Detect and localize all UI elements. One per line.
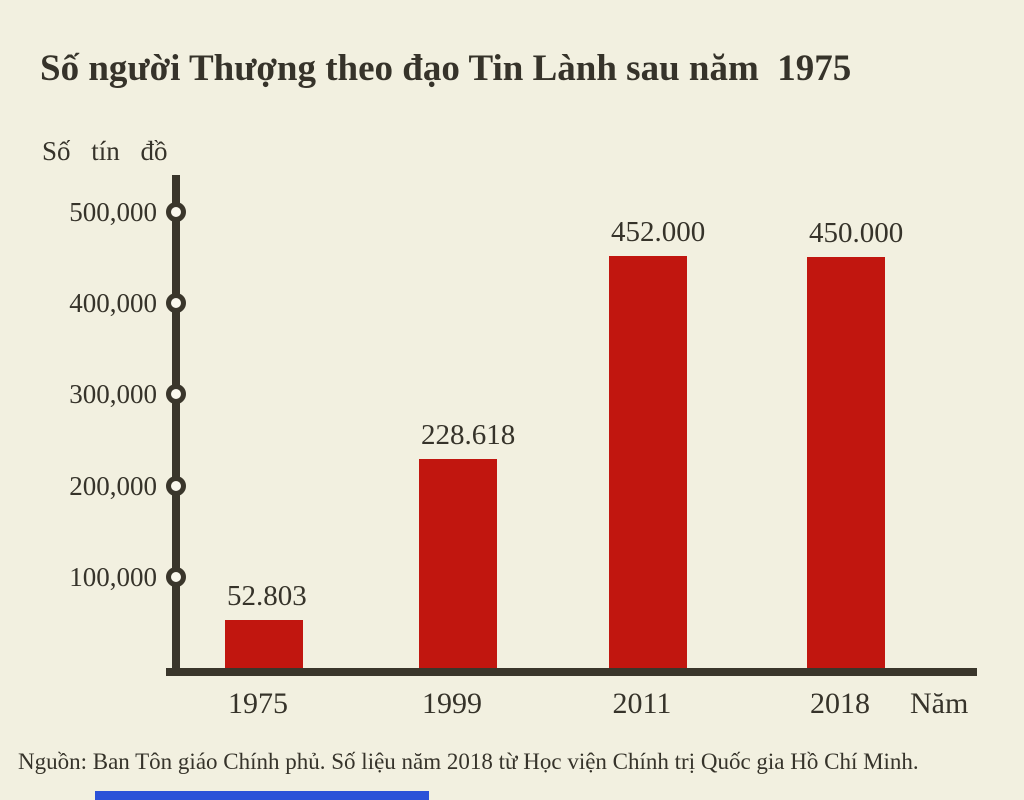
bar-value-label: 450.000 [809, 217, 904, 249]
x-tick-label: 1975 [228, 687, 288, 720]
y-tick-label: 400,000 [69, 288, 157, 318]
bar-2011 [609, 256, 687, 668]
source-note: Nguồn: Ban Tôn giáo Chính phủ. Số liệu n… [18, 749, 919, 774]
x-tick-label: 1999 [422, 687, 482, 720]
bar-1999 [419, 459, 497, 668]
bar-value-label: 52.803 [227, 580, 307, 612]
y-tick-marker-circle [166, 567, 186, 587]
y-tick-marker-circle [166, 476, 186, 496]
y-tick-marker-circle [166, 384, 186, 404]
x-axis-title: Năm [910, 687, 969, 720]
bar-1975 [225, 620, 303, 668]
chart-title: Số người Thượng theo đạo Tin Lành sau nă… [40, 48, 852, 89]
x-tick-label: 2011 [612, 687, 672, 720]
bar-value-label: 228.618 [421, 419, 516, 451]
y-tick-label: 300,000 [69, 379, 157, 409]
x-axis-line [166, 668, 977, 676]
y-tick-marker-circle [166, 293, 186, 313]
bar-2018 [807, 257, 885, 668]
y-tick-label: 200,000 [69, 471, 157, 501]
decorative-blue-bar [95, 791, 429, 800]
y-axis-line [172, 175, 180, 676]
y-tick-label: 100,000 [69, 562, 157, 592]
x-tick-label: 2018 [810, 687, 870, 720]
y-tick-label: 500,000 [69, 197, 157, 227]
y-axis-title: Số tín đồ [42, 136, 168, 166]
bar-value-label: 452.000 [611, 216, 706, 248]
y-tick-marker-circle [166, 202, 186, 222]
